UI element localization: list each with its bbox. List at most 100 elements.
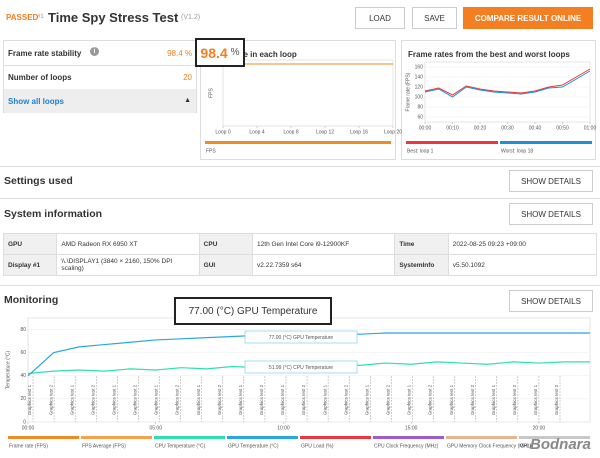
x-tick-label: 00:20	[474, 125, 487, 131]
plot-frame	[222, 59, 394, 127]
tooltip-box	[244, 330, 358, 344]
show-details-button[interactable]: SHOW DETAILS	[509, 170, 593, 192]
x-tick-label: 00:00	[419, 125, 432, 131]
legend-label: GPU	[520, 443, 531, 449]
panel-title: Frame rates from the best and worst loop…	[408, 50, 570, 59]
caret[interactable]: ▲	[184, 97, 191, 104]
loop-panel: Frame rate in each loop	[200, 40, 396, 160]
marker-label: Graphics test 1	[449, 384, 454, 415]
x-tick-label: 00:00	[22, 425, 35, 431]
legend-swatch	[373, 436, 444, 439]
marker-label: Graphics test 2	[470, 384, 475, 415]
x-tick-label: Loop 0	[215, 129, 231, 135]
section-title: Settings used	[4, 175, 73, 187]
marker-label: Graphics test 2	[301, 384, 306, 415]
y-tick-label: 80	[417, 104, 423, 110]
section-title: Monitoring	[4, 294, 59, 306]
legend-label: FPS Average (FPS)	[82, 443, 126, 449]
x-tick-label: 00:50	[556, 125, 569, 131]
marker-label: Graphics test 1	[533, 384, 538, 415]
show-details-button[interactable]: SHOW DETAILS	[509, 290, 593, 312]
legend-swatch	[8, 436, 79, 439]
best-worst-panel: Frame rates from the best and worst loop…	[401, 40, 596, 160]
link[interactable]: Show all loops	[8, 97, 65, 106]
marker-label: Graphics test 2	[343, 384, 348, 415]
separator	[0, 166, 600, 167]
x-tick-label: 00:30	[501, 125, 514, 131]
legend-label: FPS	[206, 148, 216, 154]
x-tick-label: 20:00	[533, 425, 546, 431]
y-tick-label: 160	[415, 64, 424, 70]
compare-button[interactable]: COMPARE RESULT ONLINE	[463, 7, 593, 29]
legend-label: Best: loop 1	[407, 148, 434, 154]
y-axis-label: Temperature (°C)	[5, 350, 11, 389]
y-tick-label: 140	[415, 74, 424, 80]
legend-swatch	[154, 436, 225, 439]
x-tick-label: Loop 12	[316, 129, 334, 135]
x-tick-label: 00:10	[446, 125, 459, 131]
x-tick-label: 10:00	[277, 425, 290, 431]
cell-label: GPU	[2, 233, 58, 255]
highlight-value: 98.4	[200, 44, 228, 61]
marker-label: Graphics test 2	[48, 384, 53, 415]
x-tick-label: Loop 4	[249, 129, 265, 135]
x-tick-label: 01:00	[584, 125, 597, 131]
show-loops-row[interactable]: Show all loops ▲	[4, 89, 196, 113]
legend-label: GPU Memory Clock Frequency (MHz)	[447, 443, 532, 449]
series-line	[424, 70, 591, 98]
version: (V1.2)	[181, 14, 201, 21]
cell-label: SystemInfo	[394, 254, 449, 276]
marker-label: Graphics test 2	[512, 384, 517, 415]
cell-label: CPU	[198, 233, 254, 255]
legend-label: Worst: loop 18	[501, 148, 533, 154]
y-axis-label: Frame rate (FPS)	[405, 72, 411, 111]
summary-panel: Frame rate stability i 98.4 % Number of …	[3, 40, 197, 113]
tooltip-box	[244, 360, 358, 374]
label: Frame rate stability	[8, 49, 82, 58]
table-row: Display #1 \\.\DISPLAY1 (3840 × 2160, 150…	[2, 254, 598, 276]
load-button[interactable]: LOAD	[355, 7, 405, 29]
marker-label: Graphics test 1	[112, 384, 117, 415]
marker-label: Graphics test 2	[133, 384, 138, 415]
marker-label: Graphics test 1	[491, 384, 496, 415]
y-tick-label: 40	[20, 373, 26, 379]
watermark: Bodnara	[530, 436, 591, 453]
cell-label: Display #1	[2, 254, 58, 276]
info-icon[interactable]: i	[90, 47, 99, 56]
x-tick-label: Loop 20	[384, 129, 402, 135]
label: Number of loops	[8, 73, 72, 82]
legend-label: GPU Temperature (°C)	[228, 443, 279, 449]
legend-swatch	[500, 141, 592, 144]
marker-label: Graphics test 1	[364, 384, 369, 415]
legend-label: Frame rate (FPS)	[9, 443, 48, 449]
cell-label: Time	[394, 233, 449, 255]
callout: 77.00 (°C) GPU Temperature	[174, 297, 332, 325]
y-tick-label: 100	[415, 94, 424, 100]
y-tick-label: 20	[20, 396, 26, 402]
run-number: #1	[37, 14, 44, 20]
value: 98.4 %	[167, 49, 192, 58]
marker-label: Graphics test 1	[196, 384, 201, 415]
legend-label: CPU Clock Frequency (MHz)	[374, 443, 439, 449]
marker-label: Graphics test 2	[175, 384, 180, 415]
cell-label: GUI	[198, 254, 254, 276]
marker-label: Graphics test 1	[322, 384, 327, 415]
legend-swatch	[446, 436, 517, 439]
highlight-unit: %	[230, 47, 240, 58]
value: 20	[183, 73, 192, 82]
x-tick-label: 00:40	[529, 125, 542, 131]
marker-label: Graphics test 2	[554, 384, 559, 415]
marker-label: Graphics test 2	[259, 384, 264, 415]
legend-swatch	[519, 436, 590, 439]
legend-swatch	[300, 436, 371, 439]
panel-title: Frame rate in each loop	[207, 50, 297, 59]
marker-label: Graphics test 2	[428, 384, 433, 415]
marker-label: Graphics test 1	[154, 384, 159, 415]
summary-row: Frame rate stability i 98.4 %	[4, 41, 196, 66]
show-details-button[interactable]: SHOW DETAILS	[509, 203, 593, 225]
highlight-box: 98.4 %	[195, 38, 245, 67]
save-button[interactable]: SAVE	[412, 7, 457, 29]
section-title: System information	[4, 208, 103, 220]
